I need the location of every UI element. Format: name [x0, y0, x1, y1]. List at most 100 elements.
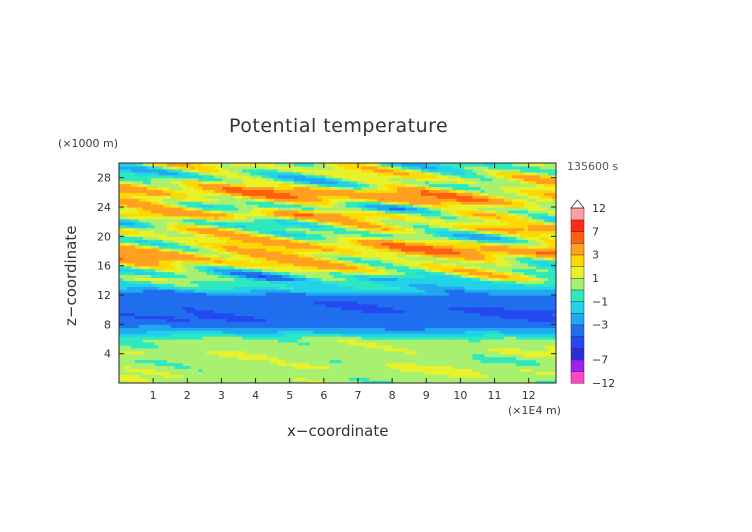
heatmap-cell: [444, 283, 450, 287]
heatmap-cell: [138, 280, 144, 284]
heatmap-cell: [536, 324, 541, 328]
heatmap-cell: [158, 312, 164, 317]
heatmap-cell: [258, 303, 263, 308]
heatmap-cell: [130, 339, 136, 343]
heatmap-cell: [158, 292, 164, 296]
heatmap-cell: [325, 324, 331, 328]
heatmap-cell: [504, 318, 509, 322]
heatmap-cell: [130, 262, 136, 267]
heatmap-cell: [210, 265, 215, 270]
heatmap-cell: [182, 306, 188, 311]
heatmap-cell: [250, 324, 255, 328]
heatmap-cell: [448, 256, 454, 261]
heatmap-cell: [492, 265, 498, 270]
heatmap-cell: [409, 300, 414, 305]
heatmap-cell: [504, 265, 509, 270]
heatmap-cell: [206, 251, 211, 255]
heatmap-cell: [369, 280, 374, 284]
heatmap-cell: [357, 274, 362, 278]
heatmap-cell: [480, 353, 486, 358]
heatmap-cell: [329, 353, 335, 358]
heatmap-cell: [373, 350, 378, 355]
heatmap-cell: [337, 286, 343, 290]
heatmap-cell: [313, 324, 319, 328]
heatmap-cell: [369, 253, 374, 258]
heatmap-cell: [468, 350, 474, 355]
heatmap-cell: [409, 315, 414, 320]
heatmap-cell: [452, 365, 458, 369]
heatmap-cell: [444, 321, 450, 325]
heatmap-cell: [202, 251, 207, 255]
heatmap-cell: [222, 259, 227, 264]
heatmap-cell: [269, 259, 275, 264]
heatmap-cell: [385, 318, 390, 322]
heatmap-cell: [138, 286, 144, 290]
heatmap-cell: [134, 327, 140, 331]
heatmap-cell: [416, 277, 422, 281]
heatmap-cell: [234, 289, 239, 293]
heatmap-cell: [365, 312, 370, 317]
heatmap-cell: [496, 365, 501, 369]
heatmap-cell: [174, 344, 180, 349]
heatmap-cell: [289, 292, 295, 296]
heatmap-cell: [488, 371, 494, 375]
heatmap-cell: [206, 339, 211, 343]
heatmap-cell: [166, 339, 172, 343]
heatmap-cell: [548, 353, 553, 358]
heatmap-cell: [289, 256, 295, 261]
heatmap-cell: [202, 356, 207, 361]
heatmap-cell: [138, 300, 144, 305]
heatmap-cell: [472, 309, 478, 314]
heatmap-cell: [536, 297, 541, 302]
heatmap-cell: [405, 256, 410, 261]
heatmap-cell: [432, 327, 438, 331]
heatmap-cell: [480, 303, 486, 308]
heatmap-cell: [182, 368, 188, 372]
heatmap-cell: [226, 283, 231, 287]
heatmap-cell: [317, 347, 323, 352]
heatmap-cell: [377, 283, 382, 287]
heatmap-cell: [349, 356, 354, 361]
heatmap-cell: [492, 371, 498, 375]
heatmap-cell: [552, 347, 556, 352]
heatmap-cell: [492, 362, 498, 366]
heatmap-cell: [238, 306, 243, 311]
heatmap-cell: [532, 333, 537, 337]
heatmap-cell: [500, 341, 505, 346]
heatmap-cell: [281, 262, 287, 267]
heatmap-cell: [297, 356, 303, 361]
heatmap-cell: [269, 362, 275, 366]
heatmap-cell: [258, 339, 263, 343]
heatmap-cell: [206, 356, 211, 361]
heatmap-cell: [409, 365, 414, 369]
heatmap-cell: [285, 339, 291, 343]
heatmap-cell: [401, 318, 406, 322]
heatmap-cell: [202, 344, 207, 349]
heatmap-cell: [520, 292, 525, 296]
heatmap-cell: [158, 333, 164, 337]
heatmap-cell: [130, 268, 136, 273]
heatmap-cell: [508, 341, 513, 346]
heatmap-cell: [170, 297, 176, 302]
heatmap-cell: [234, 330, 239, 334]
heatmap-cell: [520, 259, 525, 264]
heatmap-cell: [552, 333, 556, 337]
heatmap-cell: [516, 259, 521, 264]
heatmap-cell: [206, 277, 211, 281]
heatmap-cell: [452, 309, 458, 314]
heatmap-cell: [218, 300, 223, 305]
heatmap-cell: [178, 365, 184, 369]
heatmap-cell: [246, 327, 251, 331]
heatmap-cell: [309, 344, 315, 349]
heatmap-cell: [548, 321, 553, 325]
heatmap-cell: [134, 350, 140, 355]
heatmap-cell: [377, 306, 382, 311]
heatmap-cell: [301, 377, 307, 381]
heatmap-cell: [345, 330, 351, 334]
heatmap-cell: [154, 380, 160, 383]
heatmap-cell: [269, 268, 275, 273]
heatmap-cell: [178, 350, 184, 355]
heatmap-cell: [170, 321, 176, 325]
heatmap-cell: [146, 306, 152, 311]
heatmap-cell: [297, 336, 303, 340]
